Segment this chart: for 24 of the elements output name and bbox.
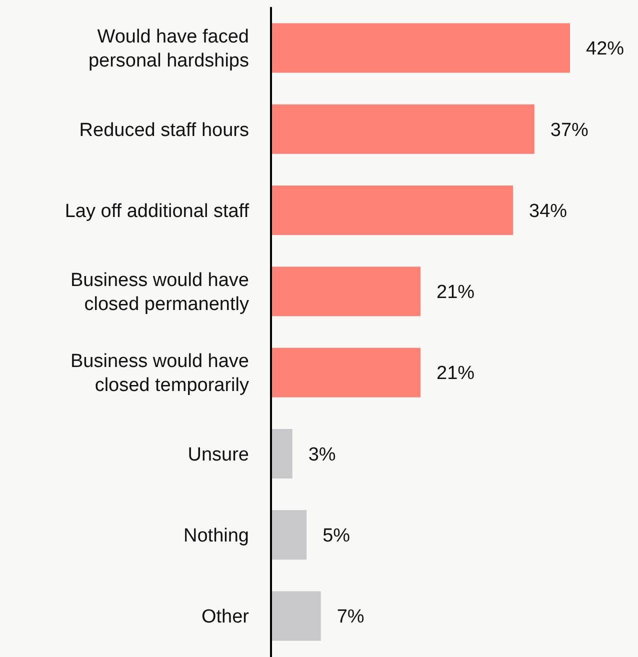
y-tick-label: Would have faced personal hardships xyxy=(88,26,249,72)
data-label: 42% xyxy=(586,38,624,60)
data-label: 21% xyxy=(436,282,475,304)
bar xyxy=(271,23,570,73)
y-tick-label: Nothing xyxy=(184,526,249,547)
bar xyxy=(271,348,420,398)
y-tick-label: Reduced staff hours xyxy=(79,120,249,141)
bar xyxy=(271,428,292,478)
y-tick-label: Lay off additional staff xyxy=(64,200,250,222)
bar xyxy=(271,104,534,154)
y-tick-label: Business would have closed permanently xyxy=(70,270,250,316)
bar xyxy=(271,510,307,560)
data-label: 37% xyxy=(550,120,589,141)
bar xyxy=(271,591,321,641)
bar xyxy=(271,186,514,236)
data-label: 7% xyxy=(336,606,364,628)
data-label: 34% xyxy=(529,200,568,222)
bar xyxy=(271,266,420,316)
data-label: 3% xyxy=(308,444,336,466)
data-label: 21% xyxy=(436,363,475,384)
y-tick-label: Other xyxy=(201,606,250,628)
y-tick-label: Business would have closed temporarily xyxy=(70,351,250,396)
data-label: 5% xyxy=(322,526,350,547)
y-tick-label: Unsure xyxy=(188,444,249,466)
